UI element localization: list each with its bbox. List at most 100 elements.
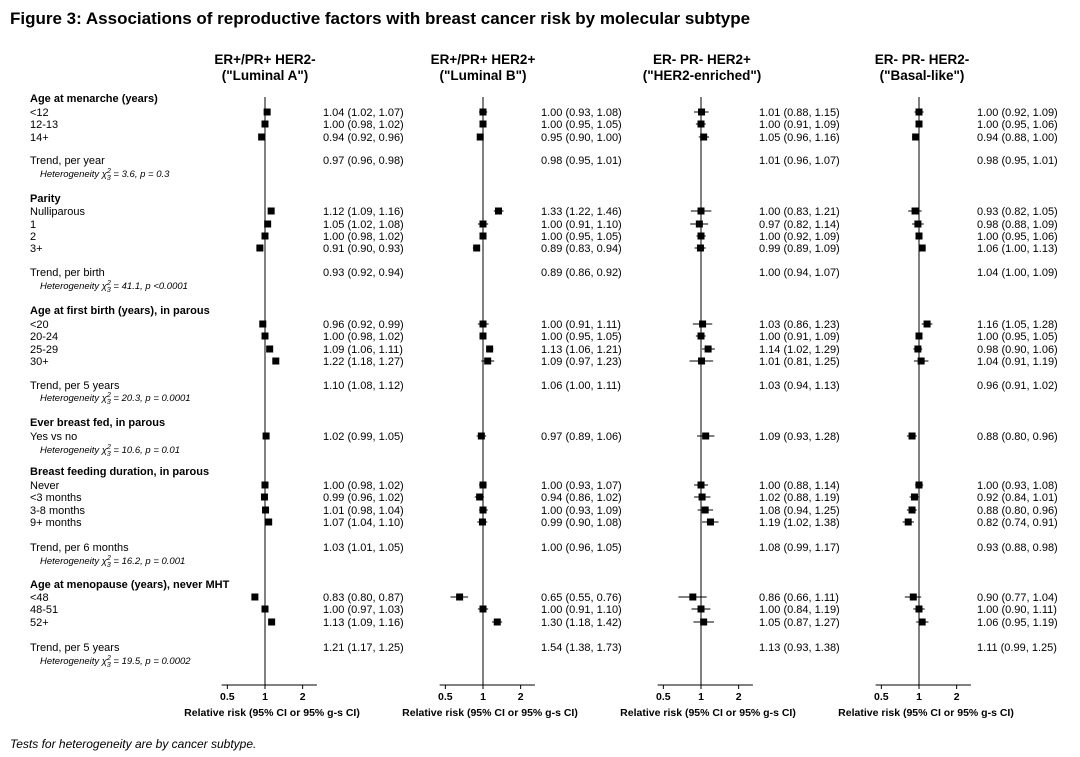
estimate-text: 1.09 (0.93, 1.28) <box>759 431 840 443</box>
section-header: Age at menopause (years), never MHT <box>30 579 230 591</box>
point-estimate-marker <box>701 506 709 514</box>
point-estimate-marker <box>267 207 275 215</box>
estimate-text: 1.05 (1.02, 1.08) <box>323 219 404 231</box>
figure-title: Figure 3: Associations of reproductive f… <box>10 9 750 28</box>
section-header: Breast feeding duration, in parous <box>30 466 209 478</box>
category-label: 52+ <box>30 617 49 629</box>
section-header: Age at first birth (years), in parous <box>30 305 210 317</box>
estimate-text: 0.97 (0.89, 1.06) <box>541 431 622 443</box>
point-estimate-marker <box>915 108 923 116</box>
estimate-text: 1.54 (1.38, 1.73) <box>541 642 622 654</box>
panel-header-line2: ("Luminal A") <box>222 68 309 83</box>
point-estimate-marker <box>264 220 272 228</box>
trend-label: Trend, per 5 years <box>30 642 120 654</box>
point-estimate-marker <box>456 593 464 601</box>
estimate-text: 1.00 (0.95, 1.05) <box>977 331 1058 343</box>
estimate-text: 0.95 (0.90, 1.00) <box>541 132 622 144</box>
x-axis-label: Relative risk (95% CI or 95% g-s CI) <box>838 707 1014 719</box>
estimate-text: 0.98 (0.95, 1.01) <box>541 155 622 167</box>
point-estimate-marker <box>706 518 714 526</box>
estimate-text: 0.96 (0.92, 0.99) <box>323 319 404 331</box>
x-tick-label: 0.5 <box>874 691 889 703</box>
estimate-text: 1.04 (1.02, 1.07) <box>323 107 404 119</box>
point-estimate-marker <box>908 432 916 440</box>
x-axis-label: Relative risk (95% CI or 95% g-s CI) <box>184 707 360 719</box>
point-estimate-marker <box>479 605 487 613</box>
estimate-text: 1.00 (0.91, 1.10) <box>541 219 622 231</box>
estimate-text: 1.03 (0.94, 1.13) <box>759 380 840 392</box>
estimate-text: 0.99 (0.96, 1.02) <box>323 492 404 504</box>
x-tick-label: 2 <box>518 691 524 703</box>
point-estimate-marker <box>698 357 706 365</box>
estimate-text: 1.00 (0.92, 1.09) <box>977 107 1058 119</box>
estimate-text: 1.00 (0.88, 1.14) <box>759 480 840 492</box>
point-estimate-marker <box>904 518 912 526</box>
panel-header-line2: ("HER2-enriched") <box>643 68 762 83</box>
point-estimate-marker <box>479 481 487 489</box>
point-estimate-marker <box>263 108 271 116</box>
estimate-text: 1.00 (0.98, 1.02) <box>323 331 404 343</box>
x-tick-label: 0.5 <box>220 691 235 703</box>
heterogeneity-test: Heterogeneity χ2 3 = 20.3, p = 0.0001 <box>40 392 191 406</box>
point-estimate-marker <box>479 320 487 328</box>
estimate-text: 1.30 (1.18, 1.42) <box>541 617 622 629</box>
point-estimate-marker <box>700 133 708 141</box>
estimate-text: 0.93 (0.82, 1.05) <box>977 206 1058 218</box>
point-estimate-marker <box>697 332 705 340</box>
estimate-text: 0.94 (0.92, 0.96) <box>323 132 404 144</box>
point-estimate-marker <box>261 605 269 613</box>
estimate-text: 0.94 (0.88, 1.00) <box>977 132 1058 144</box>
point-estimate-marker <box>272 357 280 365</box>
panel-header-line1: ER+/PR+ HER2+ <box>431 52 536 67</box>
x-tick-label: 0.5 <box>438 691 453 703</box>
point-estimate-marker <box>478 518 486 526</box>
point-estimate-marker <box>918 244 926 252</box>
point-estimate-marker <box>476 133 484 141</box>
point-estimate-marker <box>915 605 923 613</box>
estimate-text: 0.89 (0.86, 0.92) <box>541 267 622 279</box>
category-label: 3-8 months <box>30 505 86 517</box>
estimate-text: 1.00 (0.95, 1.06) <box>977 231 1058 243</box>
point-estimate-marker <box>268 618 276 626</box>
point-estimate-marker <box>261 481 269 489</box>
estimate-text: 1.04 (0.91, 1.19) <box>977 356 1058 368</box>
estimate-text: 0.93 (0.88, 0.98) <box>977 542 1058 554</box>
estimate-text: 1.22 (1.18, 1.27) <box>323 356 404 368</box>
estimate-text: 1.00 (0.92, 1.09) <box>759 231 840 243</box>
estimate-text: 1.00 (0.83, 1.21) <box>759 206 840 218</box>
estimate-text: 1.00 (0.98, 1.02) <box>323 119 404 131</box>
panel-header-line2: ("Basal-like") <box>880 68 965 83</box>
estimate-text: 1.12 (1.09, 1.16) <box>323 206 404 218</box>
estimate-text: 1.01 (0.88, 1.15) <box>759 107 840 119</box>
estimate-text: 1.16 (1.05, 1.28) <box>977 319 1058 331</box>
estimate-text: 1.01 (0.81, 1.25) <box>759 356 840 368</box>
x-axis-label: Relative risk (95% CI or 95% g-s CI) <box>620 707 796 719</box>
point-estimate-marker <box>484 357 492 365</box>
estimate-text: 0.97 (0.82, 1.14) <box>759 219 840 231</box>
point-estimate-marker <box>699 320 707 328</box>
point-estimate-marker <box>912 133 920 141</box>
estimate-text: 1.00 (0.90, 1.11) <box>977 604 1057 616</box>
estimate-text: 1.05 (0.87, 1.27) <box>759 617 840 629</box>
point-estimate-marker <box>918 618 926 626</box>
point-estimate-marker <box>915 120 923 128</box>
estimate-text: 1.19 (1.02, 1.38) <box>759 517 840 529</box>
point-estimate-marker <box>251 593 259 601</box>
estimate-text: 1.00 (0.95, 1.05) <box>541 331 622 343</box>
point-estimate-marker <box>909 593 917 601</box>
estimate-text: 1.01 (0.98, 1.04) <box>323 505 404 517</box>
estimate-text: 0.89 (0.83, 0.94) <box>541 243 622 255</box>
point-estimate-marker <box>914 345 922 353</box>
estimate-text: 1.02 (0.88, 1.19) <box>759 492 840 504</box>
heterogeneity-test: Heterogeneity χ2 3 = 3.6, p = 0.3 <box>40 168 170 182</box>
panel-header-line1: ER+/PR+ HER2- <box>214 52 315 67</box>
estimate-text: 1.00 (0.84, 1.19) <box>759 604 840 616</box>
estimate-text: 0.88 (0.80, 0.96) <box>977 431 1058 443</box>
point-estimate-marker <box>258 133 266 141</box>
point-estimate-marker <box>261 120 269 128</box>
estimate-text: 1.00 (0.97, 1.03) <box>323 604 404 616</box>
estimate-text: 1.09 (0.97, 1.23) <box>541 356 622 368</box>
estimate-text: 1.00 (0.95, 1.05) <box>541 231 622 243</box>
estimate-text: 1.00 (0.93, 1.08) <box>541 107 622 119</box>
forest-plot-body: ER+/PR+ HER2-("Luminal A") ER+/PR+ HER2+ (… <box>30 52 1058 719</box>
